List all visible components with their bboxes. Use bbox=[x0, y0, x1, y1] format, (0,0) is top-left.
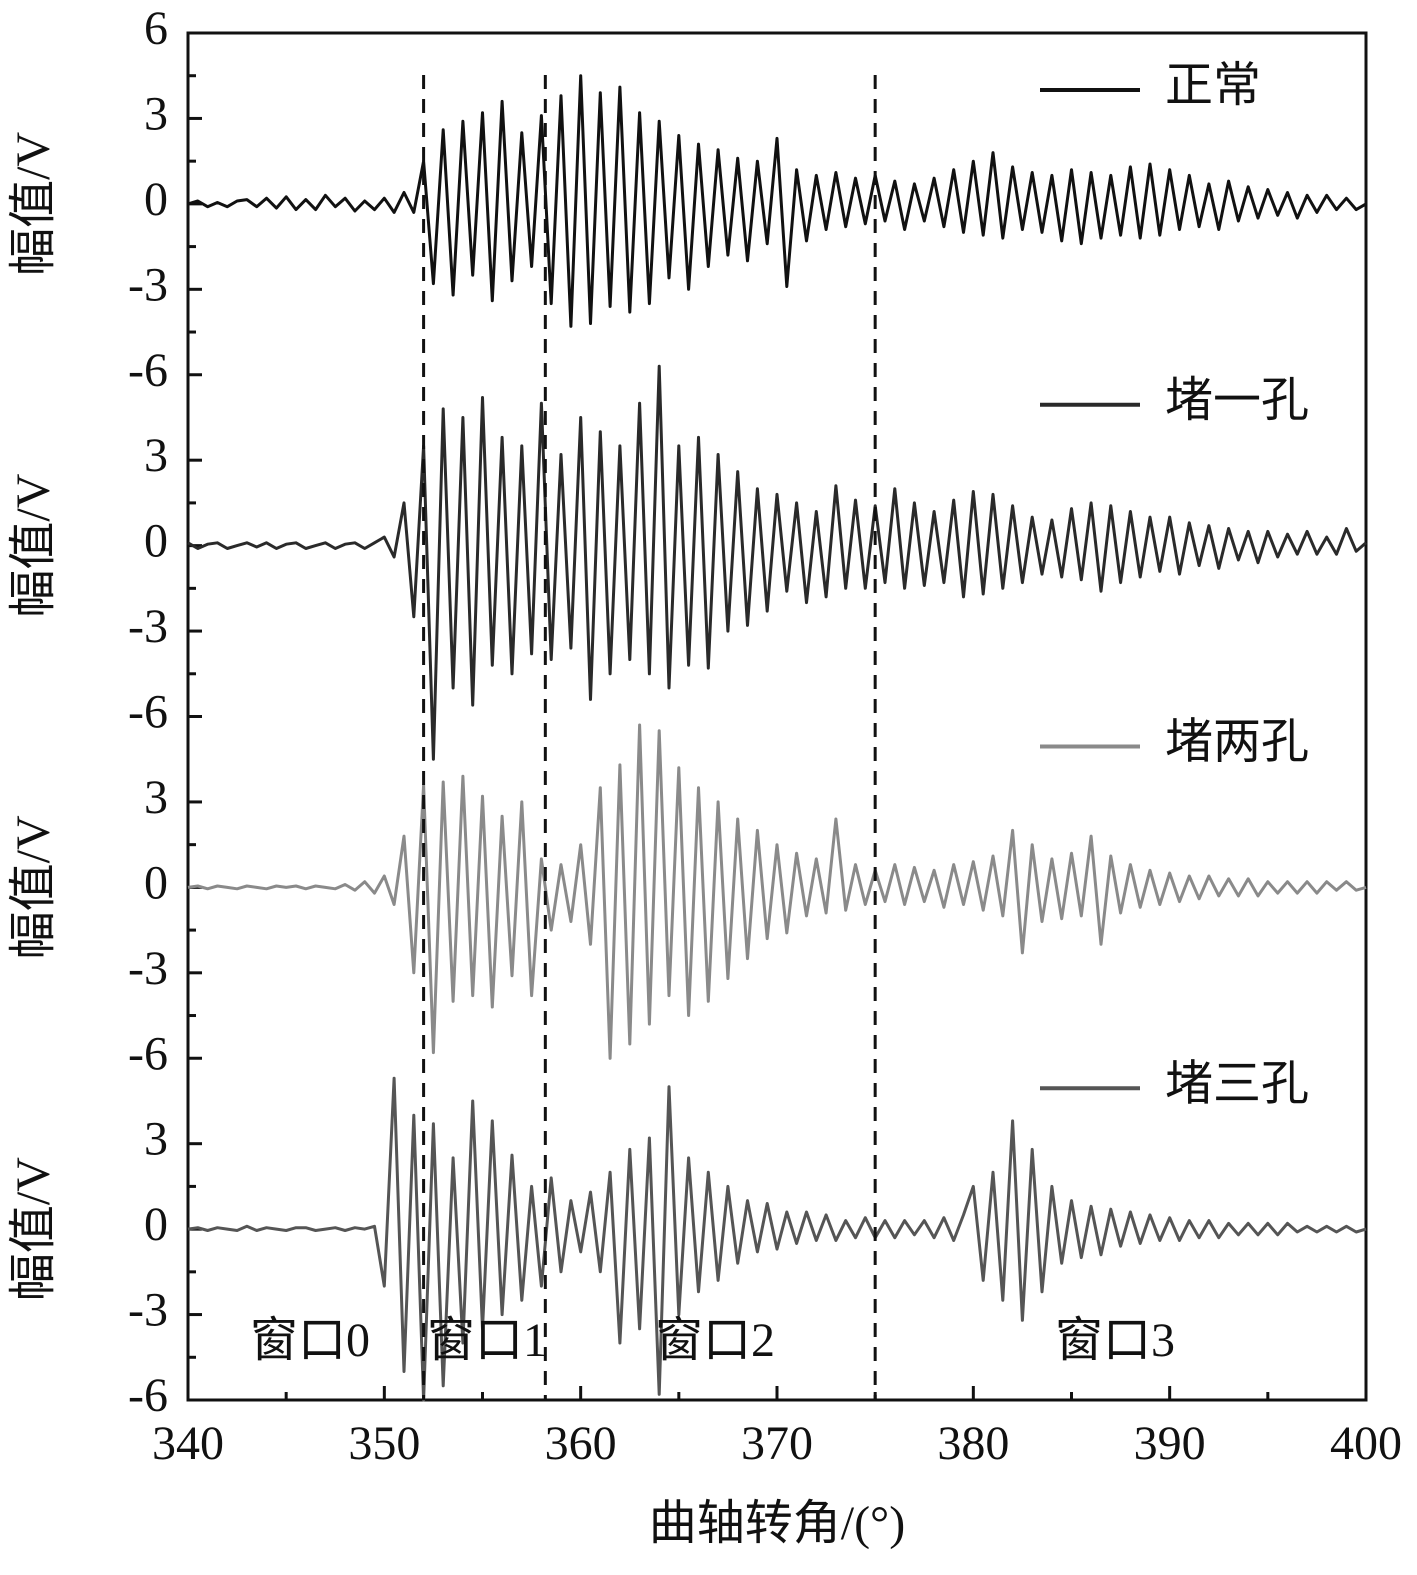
y-tick-label: 0 bbox=[144, 515, 168, 568]
y-tick-label: -3 bbox=[128, 600, 168, 653]
y-axis-label: 幅值/V bbox=[7, 1157, 60, 1301]
x-tick-label: 400 bbox=[1330, 1417, 1402, 1470]
y-axis-label: 幅值/V bbox=[7, 473, 60, 617]
y-tick-label: 3 bbox=[144, 1113, 168, 1166]
y-tick-label: 0 bbox=[144, 1198, 168, 1251]
x-tick-label: 380 bbox=[937, 1417, 1009, 1470]
legend-label: 堵一孔 bbox=[1165, 374, 1309, 427]
legend-label: 正常 bbox=[1165, 59, 1261, 112]
y-tick-label: -6 bbox=[128, 1369, 168, 1422]
y-tick-label: -3 bbox=[128, 942, 168, 995]
y-tick-label: -3 bbox=[128, 258, 168, 311]
y-tick-label: 3 bbox=[144, 771, 168, 824]
x-tick-label: 370 bbox=[741, 1417, 813, 1470]
y-tick-label: 0 bbox=[144, 856, 168, 909]
y-axis-label: 幅值/V bbox=[7, 132, 60, 276]
y-tick-label: 6 bbox=[144, 2, 168, 55]
signal-line bbox=[187, 364, 1367, 761]
x-tick-label: 340 bbox=[152, 1417, 224, 1470]
x-axis-label: 曲轴转角/(°) bbox=[649, 1497, 906, 1550]
x-tick-label: 360 bbox=[545, 1417, 617, 1470]
y-axis-label: 幅值/V bbox=[7, 815, 60, 959]
signal-line bbox=[187, 723, 1367, 1060]
signal-line bbox=[187, 74, 1367, 328]
y-tick-label: -3 bbox=[128, 1284, 168, 1337]
window-label: 窗口1 bbox=[427, 1314, 547, 1367]
window-label: 窗口2 bbox=[655, 1314, 775, 1367]
y-tick-label: 0 bbox=[144, 173, 168, 226]
window-label: 窗口3 bbox=[1055, 1314, 1175, 1367]
x-tick-label: 390 bbox=[1134, 1417, 1206, 1470]
y-tick-label: 3 bbox=[144, 429, 168, 482]
window-label: 窗口0 bbox=[250, 1314, 370, 1367]
legend-label: 堵两孔 bbox=[1165, 716, 1309, 769]
x-tick-label: 350 bbox=[348, 1417, 420, 1470]
y-tick-label: 3 bbox=[144, 87, 168, 140]
y-tick-label: -6 bbox=[128, 344, 168, 397]
legend-label: 堵三孔 bbox=[1165, 1057, 1309, 1110]
signal-line bbox=[187, 1076, 1367, 1402]
y-tick-label: -6 bbox=[128, 686, 168, 739]
y-tick-label: -6 bbox=[128, 1027, 168, 1080]
